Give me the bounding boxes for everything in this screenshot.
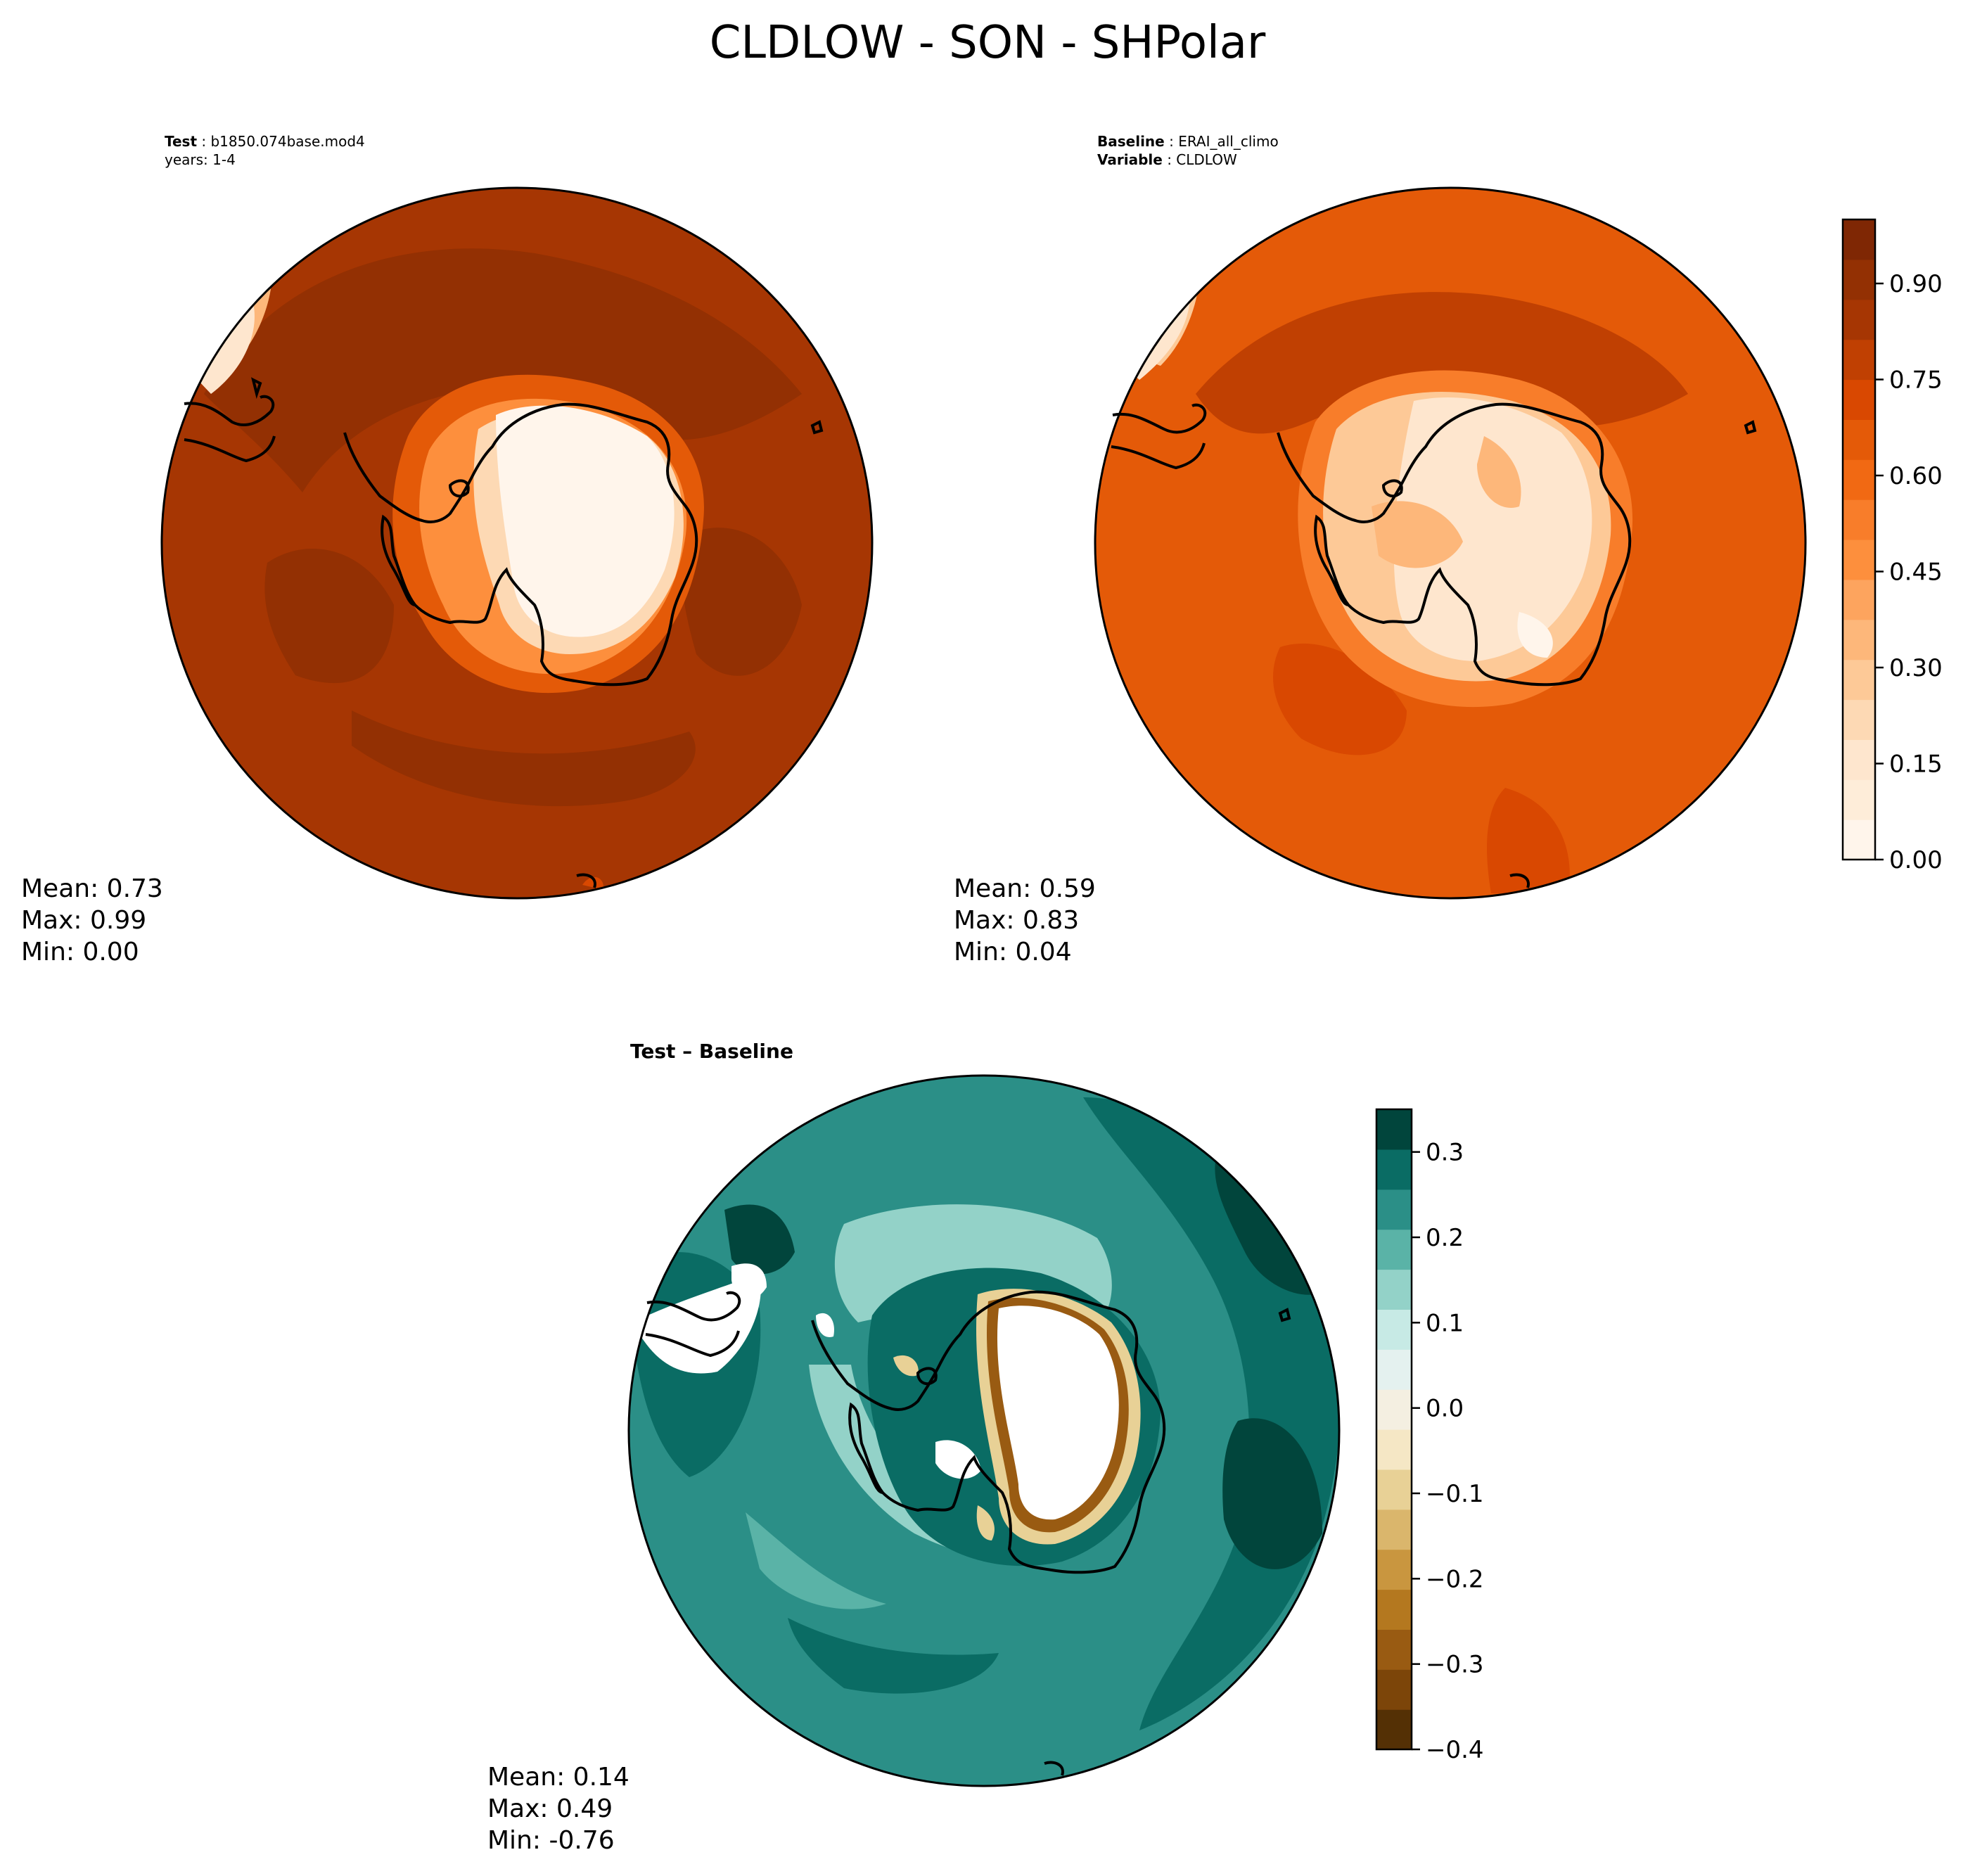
main-colorbar-segment <box>1843 499 1875 540</box>
figure-title: CLDLOW - SON - SHPolar <box>710 17 1266 69</box>
main-colorbar-frame <box>1841 218 1877 861</box>
main-colorbar-tick-label: 0.45 <box>1889 559 1943 587</box>
diff-colorbar-segment <box>1376 1709 1412 1750</box>
main-colorbar-tick-label: 0.60 <box>1889 462 1943 490</box>
test-label-key: Test <box>165 133 197 150</box>
diff-colorbar-segment <box>1376 1149 1412 1190</box>
main-colorbar: 0.00 0.15 0.30 0.45 0.60 0.75 0.90 <box>1841 218 1943 874</box>
test-max: Max: 0.99 <box>21 906 146 935</box>
diff-map-boundary <box>627 1074 1341 1787</box>
main-colorbar-tick-label: 0.75 <box>1889 366 1943 395</box>
variable-label-value: CLDLOW <box>1176 151 1237 168</box>
diff-colorbar-segment <box>1376 1309 1412 1350</box>
main-colorbar-tick-label: 0.30 <box>1889 654 1943 682</box>
diff-min: Min: -0.76 <box>487 1826 615 1855</box>
baseline-panel: Baseline : ERAI_all_climo Variable : CLD… <box>954 133 1807 966</box>
main-colorbar-segment <box>1843 619 1875 661</box>
main-colorbar-segment <box>1843 540 1875 580</box>
main-colorbar-tick-label: 0.90 <box>1889 270 1943 298</box>
test-panel: Test : b1850.074base.mod4 years: 1-4 <box>21 133 874 966</box>
diff-colorbar-segment <box>1376 1429 1412 1470</box>
main-colorbar-tick-label: 0.00 <box>1889 846 1943 874</box>
diff-colorbar-segment <box>1376 1349 1412 1390</box>
diff-colorbar-tick-label: −0.2 <box>1426 1565 1484 1593</box>
diff-colorbar-segment <box>1376 1389 1412 1430</box>
baseline-map <box>1095 188 1805 898</box>
test-min: Min: 0.00 <box>21 938 139 966</box>
variable-label-key: Variable <box>1097 151 1163 168</box>
baseline-map-boundary <box>1094 186 1807 900</box>
diff-coastline <box>645 1290 1291 1776</box>
diff-colorbar-tick-label: 0.2 <box>1426 1224 1464 1252</box>
main-colorbar-segment <box>1843 299 1875 340</box>
diff-colorbar-segment <box>1376 1189 1412 1230</box>
main-colorbar-segment <box>1843 419 1875 460</box>
diff-colorbar-frame <box>1375 1108 1413 1751</box>
diff-colorbar-tick-label: −0.1 <box>1426 1480 1484 1508</box>
diff-colorbar-tick-label: 0.1 <box>1426 1309 1464 1337</box>
diff-colorbar-segment <box>1376 1469 1412 1510</box>
baseline-max: Max: 0.83 <box>954 906 1079 935</box>
variable-label: Variable : CLDLOW <box>1097 151 1237 168</box>
diff-title: Test – Baseline <box>630 1040 793 1063</box>
baseline-label-value: ERAI_all_climo <box>1178 133 1279 150</box>
diff-max: Max: 0.49 <box>487 1794 613 1823</box>
main-colorbar-segment <box>1843 339 1875 381</box>
main-colorbar-segment <box>1843 739 1875 780</box>
test-map-boundary <box>160 186 874 900</box>
diff-colorbar-segment <box>1376 1669 1412 1710</box>
diff-mean: Mean: 0.14 <box>487 1763 629 1792</box>
main-colorbar-segment <box>1843 659 1875 701</box>
main-colorbar-segment <box>1843 259 1875 300</box>
baseline-label: Baseline : ERAI_all_climo <box>1097 133 1279 150</box>
main-colorbar-tick-label: 0.15 <box>1889 751 1943 779</box>
main-colorbar-segment <box>1843 579 1875 620</box>
main-colorbar-segment <box>1843 379 1875 420</box>
test-coastline <box>184 377 824 888</box>
diff-map <box>629 1076 1339 1786</box>
main-colorbar-segment <box>1843 779 1875 820</box>
test-mean: Mean: 0.73 <box>21 874 163 903</box>
test-map <box>162 188 872 898</box>
baseline-label-key: Baseline <box>1097 133 1165 150</box>
main-colorbar-segment <box>1843 699 1875 740</box>
test-years: years: 1-4 <box>165 151 236 168</box>
test-label-value: b1850.074base.mod4 <box>210 133 364 150</box>
main-colorbar-segment <box>1843 819 1875 860</box>
diff-colorbar-tick-label: 0.3 <box>1426 1139 1464 1167</box>
diff-colorbar: −0.4 −0.3 −0.2 −0.1 0.0 0.1 0.2 0.3 <box>1375 1108 1484 1764</box>
test-label: Test : b1850.074base.mod4 <box>165 133 365 150</box>
main-colorbar-segment <box>1843 459 1875 500</box>
diff-colorbar-tick-label: −0.4 <box>1426 1736 1484 1764</box>
diff-colorbar-segment <box>1376 1109 1412 1150</box>
diff-colorbar-tick-label: −0.3 <box>1426 1651 1484 1679</box>
baseline-min: Min: 0.04 <box>954 938 1072 966</box>
baseline-mean: Mean: 0.59 <box>954 874 1096 903</box>
main-colorbar-segment <box>1843 219 1875 260</box>
diff-colorbar-segment <box>1376 1549 1412 1590</box>
baseline-coastline <box>1111 402 1757 888</box>
diff-colorbar-segment <box>1376 1629 1412 1670</box>
diff-colorbar-segment <box>1376 1509 1412 1550</box>
diff-colorbar-tick-label: 0.0 <box>1426 1395 1464 1423</box>
diff-colorbar-segment <box>1376 1589 1412 1630</box>
diff-colorbar-segment <box>1376 1269 1412 1310</box>
diff-colorbar-segment <box>1376 1229 1412 1270</box>
diff-panel: Test – Baseline <box>487 1040 1341 1855</box>
